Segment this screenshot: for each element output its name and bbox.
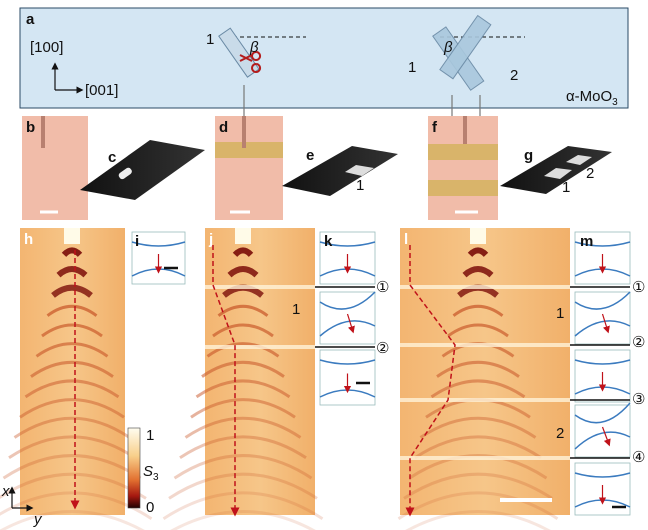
axis-label: x — [1, 483, 10, 500]
panel-letter: d — [219, 119, 228, 136]
angle-label: β — [443, 39, 453, 56]
region-label: 1 — [556, 305, 564, 322]
colorbar-symbol: S — [143, 463, 153, 480]
slab-label: 1 — [356, 177, 364, 194]
tip-shadow — [235, 228, 251, 244]
panel-letter: k — [324, 233, 333, 250]
panel-letter: j — [208, 231, 213, 248]
interface — [400, 398, 570, 402]
region-label: 2 — [556, 425, 564, 442]
tip — [242, 116, 246, 148]
panel-letter: l — [404, 231, 408, 248]
colorbar-label: S3 — [143, 463, 159, 483]
slab-label: 2 — [586, 165, 594, 182]
interface-label: ① — [632, 279, 645, 296]
slab-3d — [80, 140, 205, 200]
subscript: 3 — [153, 472, 159, 483]
interface-label: ② — [376, 340, 389, 357]
direction-label: [100] — [30, 39, 63, 56]
interface-band — [428, 144, 498, 160]
angle-label: β — [249, 39, 259, 56]
interface — [400, 343, 570, 347]
panel-letter: c — [108, 149, 116, 166]
panel-letter: a — [26, 11, 35, 28]
tip-shadow — [470, 228, 486, 244]
interface-label: ① — [376, 279, 389, 296]
interface-label: ③ — [632, 391, 645, 408]
material: α-MoO — [566, 88, 612, 105]
interface — [205, 285, 315, 289]
interface-band — [428, 180, 498, 196]
tip-shadow — [64, 228, 80, 244]
interface-band — [215, 142, 283, 158]
slab-label: 1 — [206, 31, 214, 48]
subscript: 3 — [612, 97, 618, 108]
slab-3d — [282, 146, 398, 196]
panel-letter: b — [26, 119, 35, 136]
interface — [400, 456, 570, 460]
figure: a [100] [001] 1 β 1 2 β α-MoO3 b c d e 1… — [0, 0, 648, 530]
panel-letter: g — [524, 147, 533, 164]
colorbar — [128, 428, 140, 508]
interface — [205, 345, 315, 349]
slab-label: 1 — [408, 59, 416, 76]
interface — [400, 285, 570, 289]
panel-letter: h — [24, 231, 33, 248]
slab-label: 2 — [510, 67, 518, 84]
interface-label: ② — [632, 334, 645, 351]
schematic-box — [575, 405, 630, 457]
panel-letter: m — [580, 233, 593, 250]
panel-letter: i — [135, 233, 139, 250]
region-label: 1 — [292, 301, 300, 318]
colorbar-min: 0 — [146, 499, 154, 516]
tip — [41, 116, 45, 148]
panel-letter: e — [306, 147, 314, 164]
interface-label: ④ — [632, 449, 645, 466]
slab-label: 1 — [562, 179, 570, 196]
colorbar-max: 1 — [146, 427, 154, 444]
direction-label: [001] — [85, 82, 118, 99]
tip — [463, 116, 467, 144]
